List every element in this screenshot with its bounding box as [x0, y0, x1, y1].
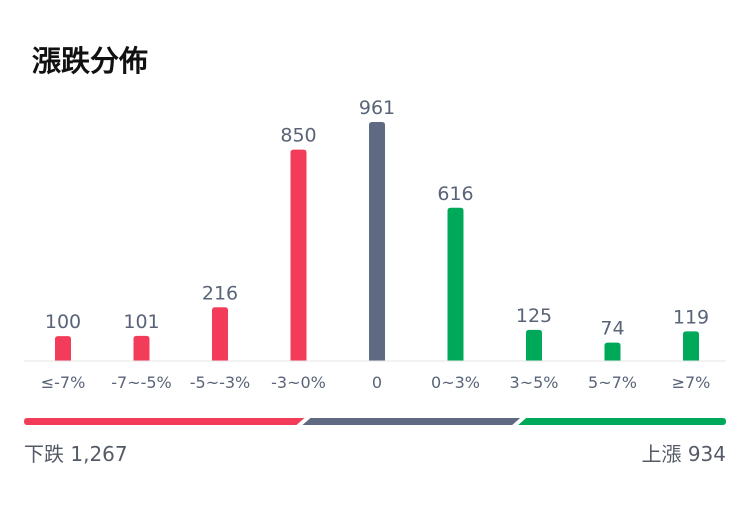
- bar-8: [683, 331, 699, 361]
- bar-3: [290, 149, 307, 361]
- up-count-label: 上漲 934: [641, 442, 726, 466]
- ratio-flat-segment: [302, 418, 521, 425]
- value-label-2: 216: [202, 282, 238, 304]
- value-label-5: 616: [437, 183, 473, 205]
- category-label-8: ≥7%: [672, 373, 711, 392]
- ratio-down-segment: [24, 418, 305, 425]
- category-label-3: -3~0%: [271, 373, 326, 392]
- bar-4: [369, 122, 385, 361]
- bar-6: [526, 329, 542, 361]
- value-label-1: 101: [123, 311, 159, 333]
- ratio-up-segment: [518, 418, 726, 425]
- bar-7: [604, 342, 621, 361]
- bar-2: [212, 307, 228, 361]
- ratio-bar: [24, 418, 726, 425]
- bar-0: [55, 336, 71, 361]
- value-label-6: 125: [516, 305, 552, 327]
- bars-layer: [55, 122, 699, 361]
- value-label-7: 74: [600, 318, 624, 340]
- bar-5: [447, 207, 464, 361]
- value-label-4: 961: [359, 97, 395, 119]
- category-label-1: -7~-5%: [111, 373, 172, 392]
- category-label-5: 0~3%: [431, 373, 480, 392]
- category-label-6: 3~5%: [510, 373, 559, 392]
- value-label-8: 119: [673, 306, 709, 328]
- category-label-4: 0: [372, 373, 382, 392]
- value-label-0: 100: [45, 311, 81, 333]
- category-label-2: -5~-3%: [190, 373, 251, 392]
- value-label-3: 850: [280, 125, 316, 147]
- down-count-label: 下跌 1,267: [24, 442, 128, 466]
- labels-layer: 100 ≤-7% 101 -7~-5% 216 -5~-3% 850 -3~0% 961 0 616…: [41, 97, 711, 392]
- chart-title: 漲跌分佈: [32, 44, 149, 78]
- category-label-0: ≤-7%: [41, 373, 86, 392]
- category-label-7: 5~7%: [588, 373, 637, 392]
- bar-1: [133, 335, 150, 361]
